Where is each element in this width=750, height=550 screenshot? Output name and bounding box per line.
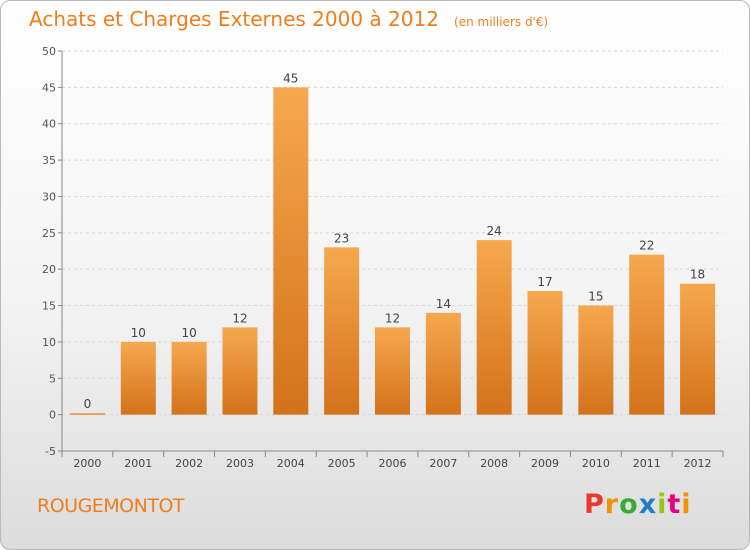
bar-2002: [171, 341, 207, 415]
proxiti-logo: Proxiti: [584, 489, 692, 520]
y-tick-label: 10: [42, 336, 56, 349]
y-tick-label: 40: [42, 118, 56, 131]
data-label: 24: [487, 224, 502, 238]
chart-title: Achats et Charges Externes 2000 à 2012: [29, 7, 439, 31]
x-tick-label: 2003: [226, 457, 254, 470]
y-tick-label: 20: [42, 263, 56, 276]
bar-2006: [375, 327, 410, 415]
data-label: 14: [436, 297, 451, 311]
x-tick-label: 2008: [480, 457, 508, 470]
x-tick-label: 2004: [277, 457, 305, 470]
x-tick-label: 2011: [633, 457, 661, 470]
x-tick-label: 2006: [379, 457, 407, 470]
x-tick-label: 2009: [531, 457, 559, 470]
bar-2009: [527, 291, 563, 415]
bar-2007: [425, 312, 461, 415]
x-tick-label: 2007: [429, 457, 457, 470]
bar-2000: [69, 413, 105, 415]
data-label: 23: [334, 231, 349, 245]
bar-2010: [578, 305, 614, 415]
y-tick-label: 35: [42, 154, 56, 167]
data-label: 45: [283, 71, 298, 85]
labels: -5 0 5 10 15 20 25 30 35 40 45 50 0 2000 10 2001 10 2002 1…: [42, 45, 712, 470]
y-tick-label: 5: [49, 372, 56, 385]
y-tick-label: -5: [45, 445, 56, 458]
bar-2005: [324, 247, 360, 415]
x-tick-label: 2002: [175, 457, 203, 470]
bar-2011: [629, 254, 665, 415]
x-tick-label: 2012: [684, 457, 712, 470]
y-tick-label: 45: [42, 81, 56, 94]
bar-2012: [680, 283, 716, 415]
data-label: 0: [84, 397, 92, 411]
y-tick-label: 50: [42, 45, 56, 58]
x-tick-label: 2010: [582, 457, 610, 470]
data-label: 22: [639, 239, 654, 253]
data-label: 10: [131, 326, 146, 340]
data-label: 12: [232, 311, 247, 325]
chart-subtitle: (en milliers d'€): [454, 15, 549, 29]
data-label: 10: [181, 326, 196, 340]
bar-2003: [222, 327, 258, 415]
y-tick-label: 25: [42, 227, 56, 240]
x-tick-label: 2005: [328, 457, 356, 470]
x-tick-label: 2001: [124, 457, 152, 470]
axes: [58, 50, 724, 457]
x-tick-label: 2000: [73, 457, 101, 470]
title-line: Achats et Charges Externes 2000 à 2012 (…: [29, 7, 548, 31]
bar-2008: [476, 240, 512, 415]
data-label: 17: [537, 275, 552, 289]
data-label: 15: [588, 290, 603, 304]
bar-2004: [273, 87, 309, 415]
y-tick-label: 30: [42, 190, 56, 203]
bars: [69, 87, 716, 415]
y-tick-label: 0: [49, 409, 56, 422]
bar-2001: [120, 341, 156, 415]
data-label: 18: [690, 268, 705, 282]
data-label: 12: [385, 311, 400, 325]
commune-name: ROUGEMONTOT: [37, 495, 185, 517]
y-tick-label: 15: [42, 300, 56, 313]
